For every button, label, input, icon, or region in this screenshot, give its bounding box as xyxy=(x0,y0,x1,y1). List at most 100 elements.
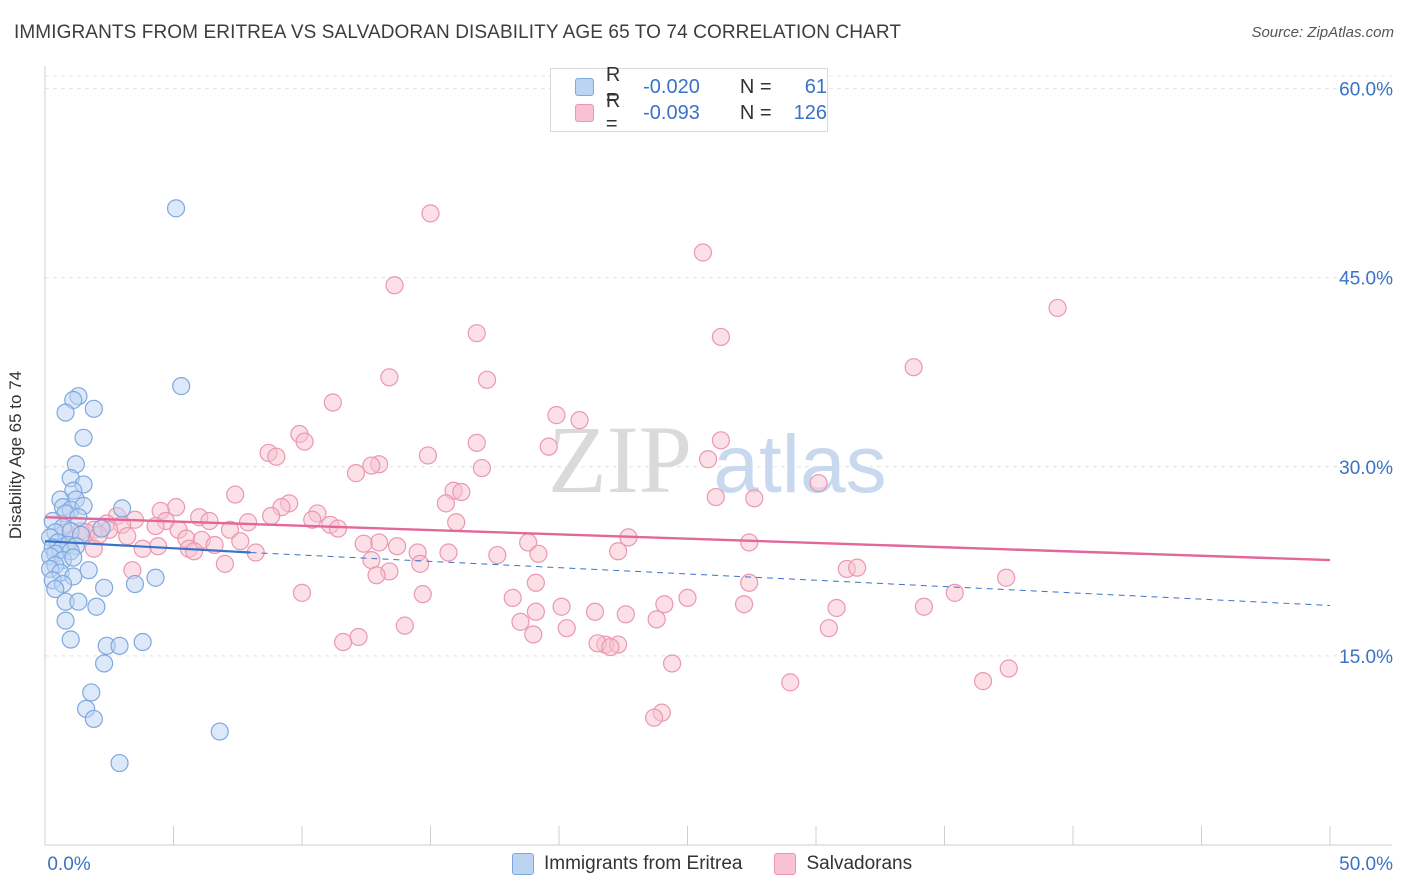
salvadoran-point xyxy=(328,519,348,538)
salvadoran-point xyxy=(557,619,576,638)
salvadoran-point xyxy=(118,527,137,546)
eritrea-point xyxy=(64,548,83,567)
gridlines xyxy=(45,75,1392,657)
salvadoran-point xyxy=(973,672,993,691)
y-axis-label: Disability Age 65 to 74 xyxy=(6,370,25,540)
salvadoran-point xyxy=(133,539,152,558)
legend-r-value: -0.093 xyxy=(643,101,700,124)
eritrea-point xyxy=(112,499,132,518)
eritrea-point xyxy=(84,399,103,418)
salvadoran-point xyxy=(467,433,486,452)
salvadoran-point xyxy=(238,513,258,532)
salvadoran-point xyxy=(477,370,497,389)
bottom-legend-label: Salvadorans xyxy=(806,853,913,874)
salvadoran-point xyxy=(385,276,404,295)
eritrea-point xyxy=(69,592,88,611)
eritrea-point xyxy=(133,632,152,652)
salvadoran-point xyxy=(292,583,312,602)
salvadoran-point xyxy=(349,627,368,647)
salvadoran-point xyxy=(609,542,628,561)
salvadoran-point xyxy=(220,520,240,539)
salvadoran-point xyxy=(529,544,548,563)
salvadoran-point xyxy=(380,368,399,387)
eritrea-point xyxy=(172,377,191,396)
legend-r-value: -0.020 xyxy=(643,75,700,98)
eritrea-point xyxy=(82,683,101,702)
eritrea-points xyxy=(41,199,229,773)
salvadoran-point xyxy=(552,597,571,616)
salvadoran-point xyxy=(526,573,545,592)
salvadoran-point xyxy=(452,482,471,502)
salvadoran-point xyxy=(418,446,438,465)
eritrea-point xyxy=(95,578,114,597)
salvadoran-point xyxy=(262,506,281,526)
salvadoran-point xyxy=(616,605,635,624)
salvadoran-point xyxy=(997,568,1016,587)
salvadoran-point xyxy=(334,632,353,652)
salvadoran-point xyxy=(387,537,407,556)
salvadoran-point xyxy=(781,673,800,692)
legend-r-label: R = xyxy=(605,90,621,135)
watermark-atlas: atlas xyxy=(713,419,886,510)
salvadoran-point xyxy=(570,411,589,430)
legend-r-label: R = xyxy=(605,64,621,109)
salvadoran-point xyxy=(914,597,934,616)
salvadoran-point xyxy=(362,550,381,570)
salvadoran-point xyxy=(904,358,923,377)
salvadoran-point xyxy=(711,431,731,450)
salvadorans-trend-line xyxy=(44,516,1331,562)
salvadoran-point xyxy=(524,625,543,644)
x-tick-label: 0.0% xyxy=(47,854,90,875)
salvadoran-point xyxy=(488,545,507,565)
salvadoran-point xyxy=(421,204,440,223)
eritrea-point xyxy=(146,568,165,587)
salvadoran-point xyxy=(819,619,838,638)
eritrea-point xyxy=(210,722,229,741)
eritrea-point xyxy=(125,574,145,594)
eritrea-point xyxy=(74,428,93,447)
salvadoran-point xyxy=(295,432,314,451)
salvadoran-point xyxy=(346,464,366,483)
salvadoran-point xyxy=(547,406,566,425)
salvadoran-point xyxy=(601,637,620,657)
tick-labels: 15.0% 30.0% 45.0% 60.0% 0.0% 50.0% xyxy=(47,80,1393,875)
x-tick-label: 50.0% xyxy=(1339,854,1393,875)
bottom-legend-item-salvadorans: Salvadorans xyxy=(774,853,912,875)
eritrea-point xyxy=(79,561,98,580)
eritrea-point xyxy=(61,630,80,649)
salvadoran-point xyxy=(740,573,759,592)
salvadoran-point xyxy=(184,542,204,561)
salvadoran-point xyxy=(655,595,674,614)
legend: R = -0.020 N = 61 R = -0.093 N = 126 xyxy=(550,64,828,135)
legend-swatch-pink xyxy=(575,104,594,122)
eritrea-point xyxy=(87,597,106,616)
legend-row-salvadorans: R = -0.093 N = 126 xyxy=(575,90,827,135)
y-tick-label: 15.0% xyxy=(1339,647,1393,668)
legend-n-value: 61 xyxy=(804,75,827,98)
eritrea-point xyxy=(92,519,111,538)
source-label: Source: ZipAtlas.com xyxy=(1251,24,1394,41)
eritrea-trend-line xyxy=(44,540,251,554)
salvadoran-point xyxy=(647,610,666,629)
legend-row-eritrea: R = -0.020 N = 61 xyxy=(575,64,827,109)
chart-title: IMMIGRANTS FROM ERITREA VS SALVADORAN DI… xyxy=(14,22,902,43)
eritrea-trend-extension xyxy=(250,552,1331,606)
salvadoran-point xyxy=(734,595,754,614)
eritrea-point xyxy=(110,636,129,655)
salvadoran-point xyxy=(447,513,466,532)
eritrea-point xyxy=(46,579,65,599)
eritrea-point xyxy=(95,654,114,673)
salvadoran-point xyxy=(848,558,867,577)
salvadoran-point xyxy=(367,566,386,585)
trend-lines xyxy=(44,516,1331,606)
eritrea-point xyxy=(110,753,129,773)
y-axis-label-wrap: Disability Age 65 to 74 xyxy=(6,371,36,539)
eritrea-point xyxy=(56,611,75,630)
salvadoran-point xyxy=(362,456,381,475)
watermark-zip: ZIP xyxy=(548,406,692,513)
legend-n-value: 126 xyxy=(793,101,827,124)
salvadoran-point xyxy=(706,487,725,507)
salvadoran-point xyxy=(526,602,545,621)
salvadoran-point xyxy=(303,510,322,529)
